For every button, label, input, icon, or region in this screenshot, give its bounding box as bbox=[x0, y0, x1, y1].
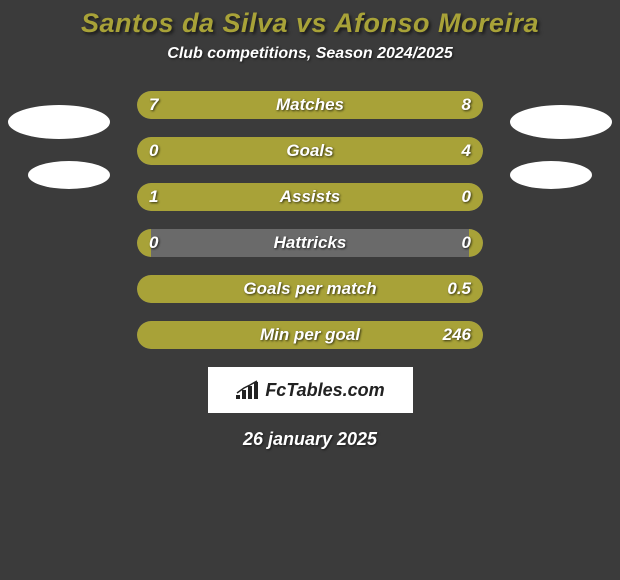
brand-box: FcTables.com bbox=[208, 367, 413, 413]
stat-label: Hattricks bbox=[137, 229, 483, 257]
stat-label: Assists bbox=[137, 183, 483, 211]
player-right-club-badge bbox=[510, 161, 592, 189]
stat-row: 10Assists bbox=[137, 183, 483, 211]
stat-label: Min per goal bbox=[137, 321, 483, 349]
player-left-club-badge bbox=[28, 161, 110, 189]
stat-row: 78Matches bbox=[137, 91, 483, 119]
player-left-avatar bbox=[8, 105, 110, 139]
stat-label: Goals per match bbox=[137, 275, 483, 303]
stat-row: 0.5Goals per match bbox=[137, 275, 483, 303]
subtitle: Club competitions, Season 2024/2025 bbox=[0, 45, 620, 63]
fctables-logo-icon bbox=[235, 380, 261, 400]
comparison-chart: 78Matches 04Goals 10Assists 00Hattricks 0.5G… bbox=[0, 91, 620, 349]
stat-row: 246Min per goal bbox=[137, 321, 483, 349]
stat-label: Goals bbox=[137, 137, 483, 165]
stat-row: 04Goals bbox=[137, 137, 483, 165]
stat-label: Matches bbox=[137, 91, 483, 119]
player-right-avatar bbox=[510, 105, 612, 139]
page-title: Santos da Silva vs Afonso Moreira bbox=[0, 0, 620, 39]
stat-row: 00Hattricks bbox=[137, 229, 483, 257]
date-label: 26 january 2025 bbox=[0, 429, 620, 450]
brand-text: FcTables.com bbox=[265, 380, 384, 401]
